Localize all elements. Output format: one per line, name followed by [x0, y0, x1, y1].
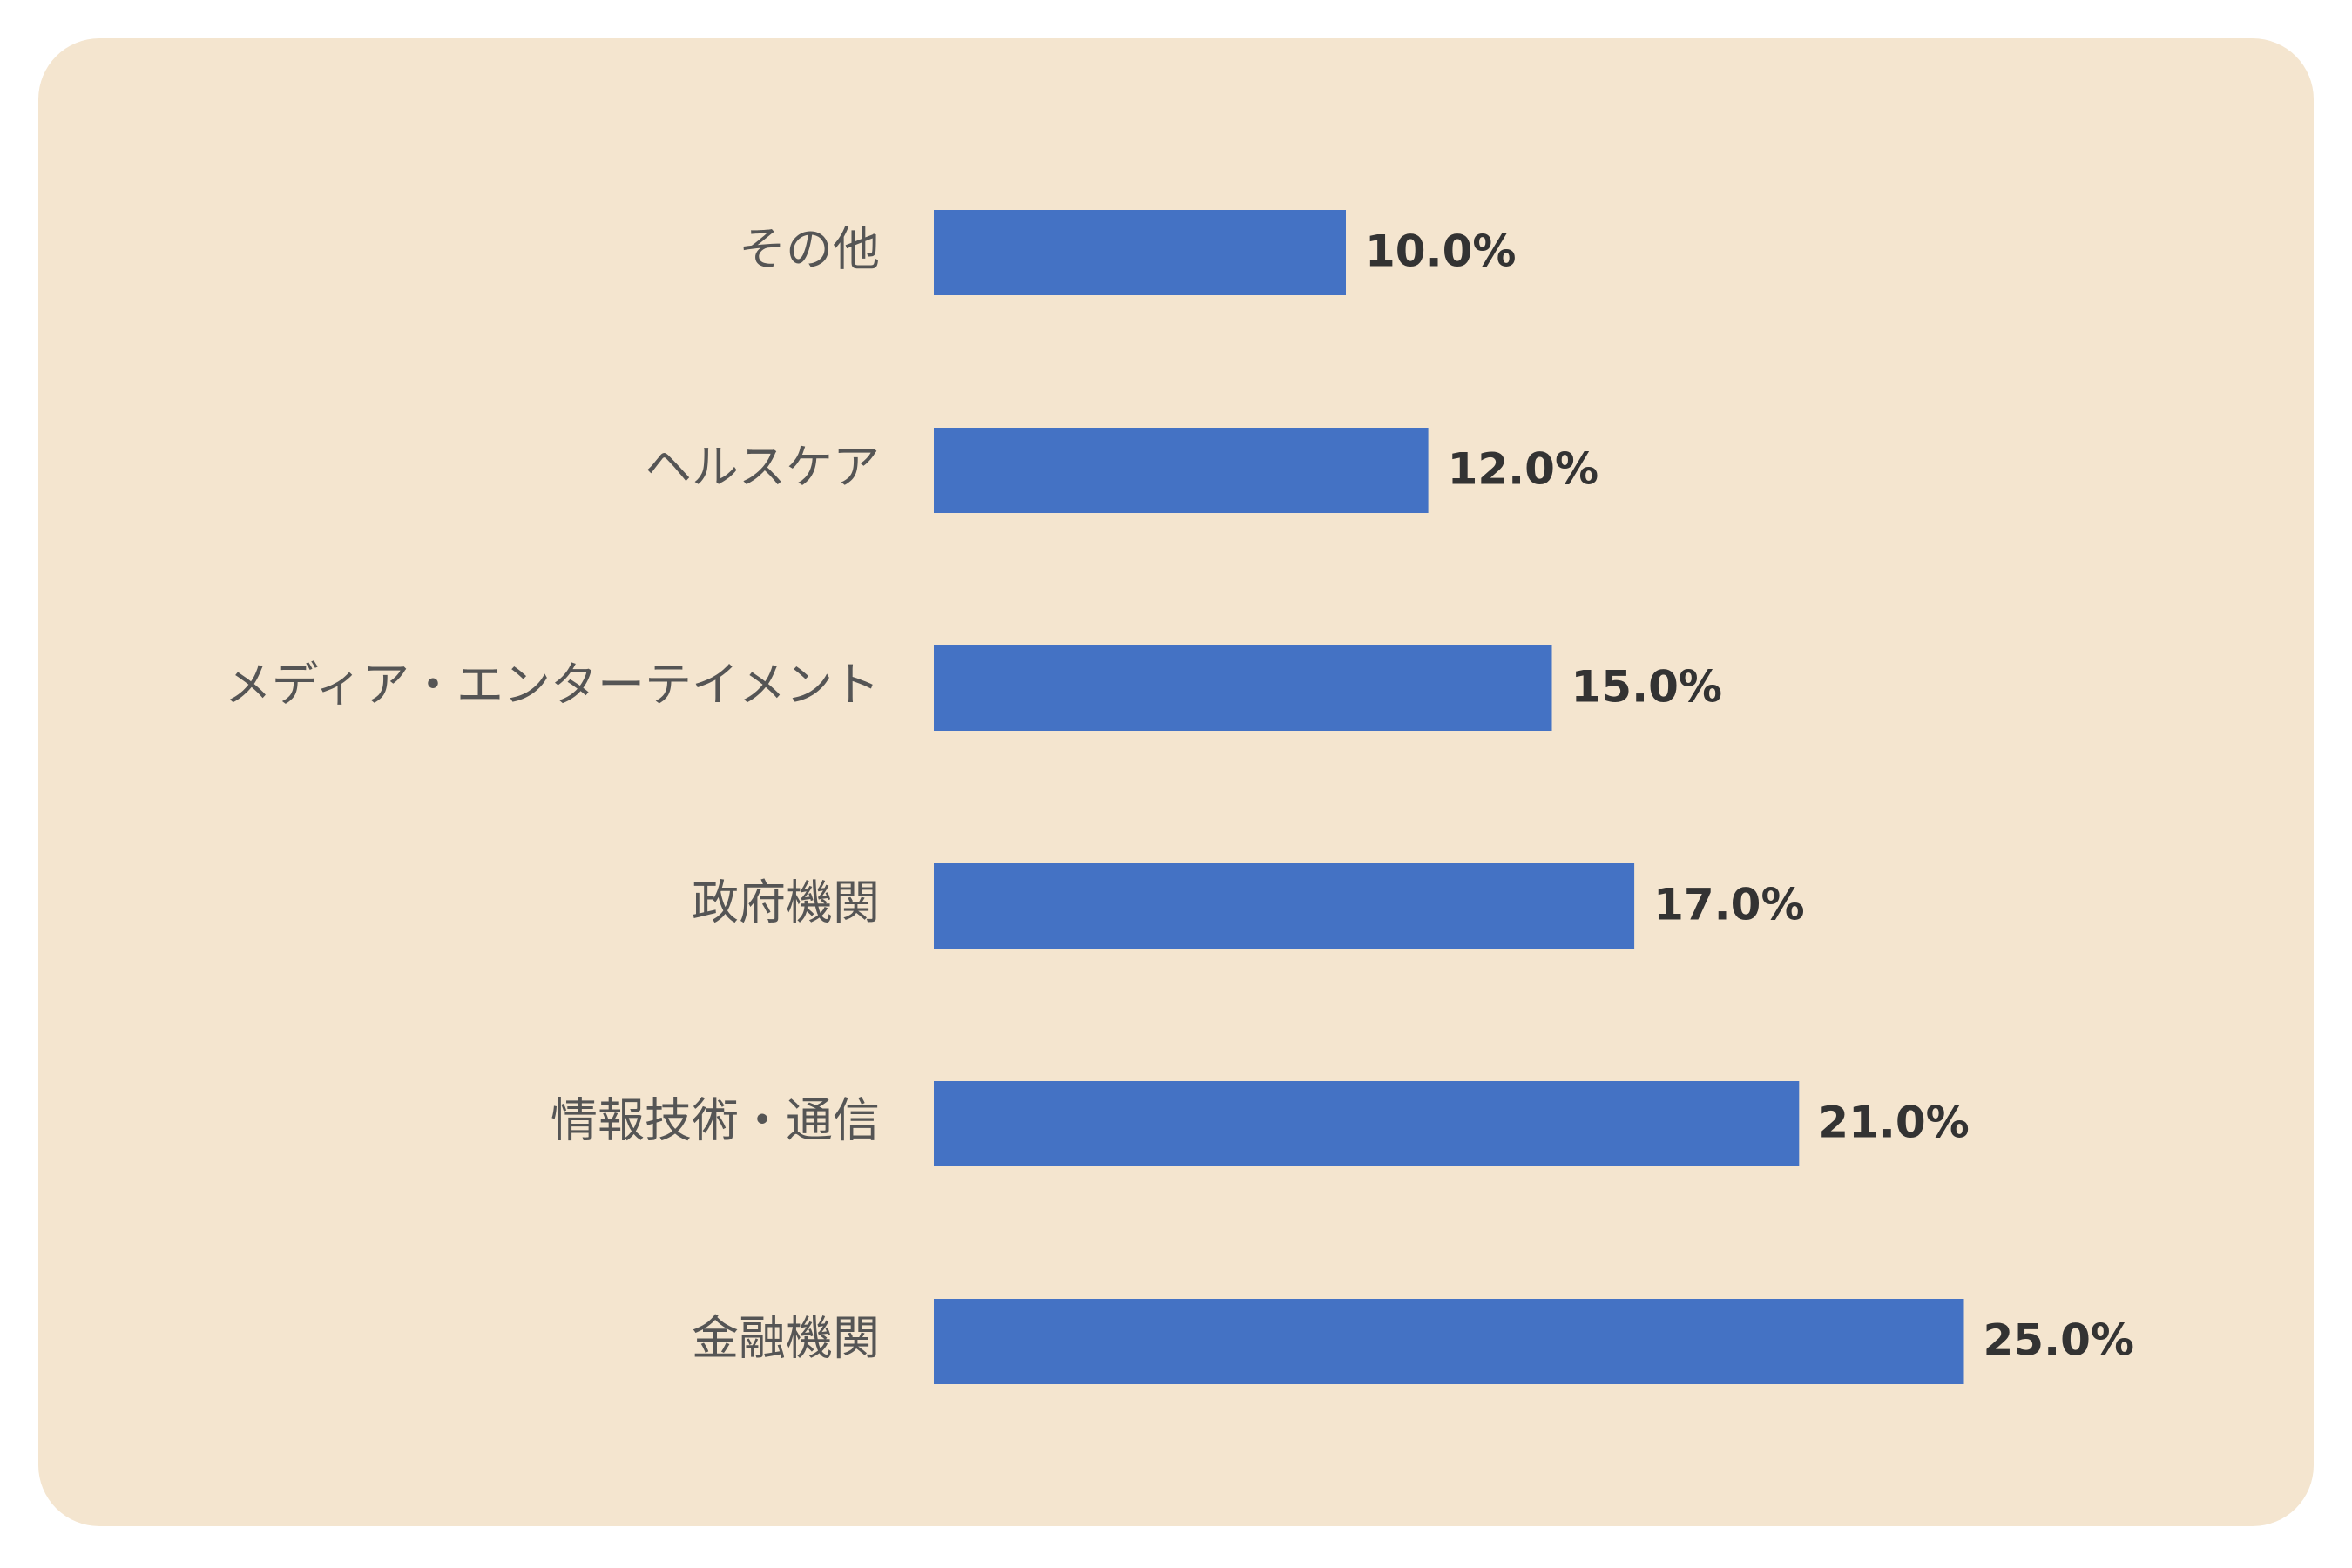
bar-3 — [934, 863, 1635, 949]
category-label-5: 金融機関 — [692, 1311, 880, 1366]
category-label-4: 情報技術・通信 — [551, 1093, 880, 1148]
category-label-0: その他 — [739, 222, 880, 277]
value-label-0: 10.0% — [1365, 226, 1516, 277]
value-labels: 10.0% 12.0% 15.0% 17.0% 21.0% 25.0% — [1365, 226, 2134, 1366]
bar-4 — [934, 1081, 1800, 1166]
value-label-3: 17.0% — [1653, 880, 1804, 930]
bar-5 — [934, 1299, 1964, 1384]
value-label-1: 12.0% — [1448, 444, 1598, 495]
bar-0 — [934, 210, 1346, 295]
category-label-3: 政府機関 — [692, 875, 880, 930]
value-label-2: 15.0% — [1571, 662, 1722, 713]
bars-layer — [934, 210, 1964, 1384]
value-label-5: 25.0% — [1984, 1315, 2134, 1366]
bar-2 — [934, 645, 1552, 731]
category-label-1: ヘルスケア — [645, 440, 880, 495]
value-label-4: 21.0% — [1818, 1098, 1969, 1148]
category-label-2: メディア・エンターテイメント — [225, 658, 880, 713]
bar-1 — [934, 428, 1429, 513]
